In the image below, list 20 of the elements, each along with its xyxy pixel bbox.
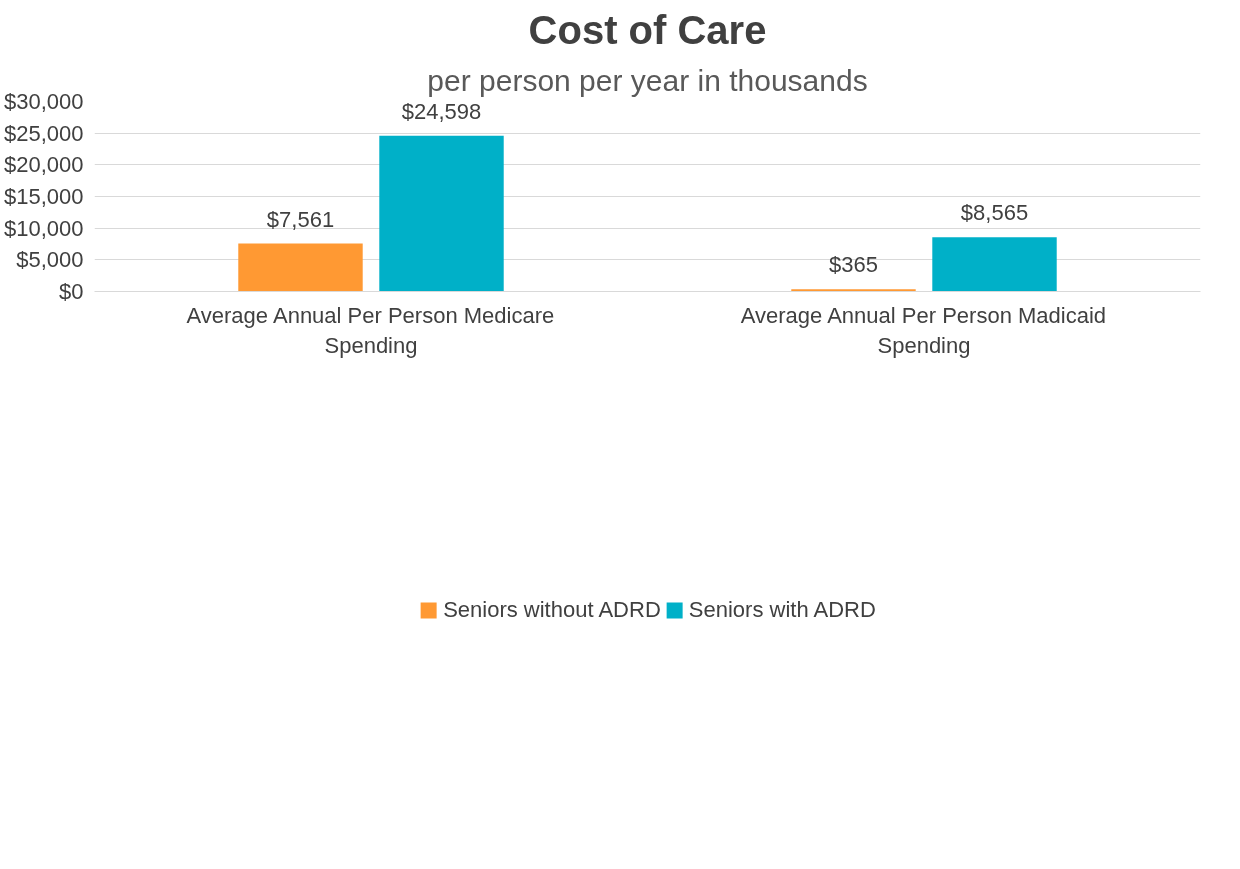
y-tick-label: $20,000 bbox=[3, 152, 84, 178]
x-tick-label: Average Annual Per Person Madicaid Spending bbox=[740, 302, 1107, 358]
y-tick-label: $30,000 bbox=[3, 89, 84, 114]
data-label: $7,561 bbox=[266, 206, 335, 232]
y-tick-label: $0 bbox=[59, 279, 84, 304]
data-label: $8,565 bbox=[960, 200, 1029, 226]
x-tick-label: Average Annual Per Person Medicare Spending bbox=[186, 302, 555, 358]
bar bbox=[932, 237, 1057, 292]
chart-subtitle: per person per year in thousands bbox=[427, 63, 868, 97]
bar bbox=[379, 135, 504, 292]
y-tick-label: $5,000 bbox=[16, 247, 84, 273]
legend-label: Seniors without ADRD bbox=[443, 597, 661, 623]
y-tick-label: $10,000 bbox=[3, 215, 84, 241]
bar bbox=[238, 243, 363, 292]
legend-label: Seniors with ADRD bbox=[688, 597, 876, 623]
chart-title: Cost of Care bbox=[528, 7, 767, 52]
y-tick-label: $25,000 bbox=[3, 120, 84, 146]
data-label: $365 bbox=[829, 252, 878, 278]
data-label: $24,598 bbox=[401, 98, 482, 124]
y-tick-label: $15,000 bbox=[3, 184, 84, 209]
